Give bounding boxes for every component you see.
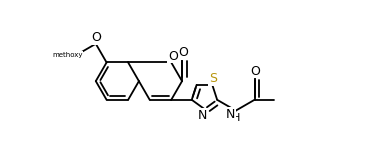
Text: N: N [226,108,235,121]
Text: O: O [91,31,101,44]
Text: H: H [231,112,240,123]
Text: O: O [251,65,260,78]
Text: O: O [178,46,188,59]
Text: N: N [198,109,208,122]
Text: O: O [168,50,178,63]
Text: O: O [91,31,101,44]
Text: methoxy: methoxy [53,52,83,58]
Text: S: S [209,72,217,85]
